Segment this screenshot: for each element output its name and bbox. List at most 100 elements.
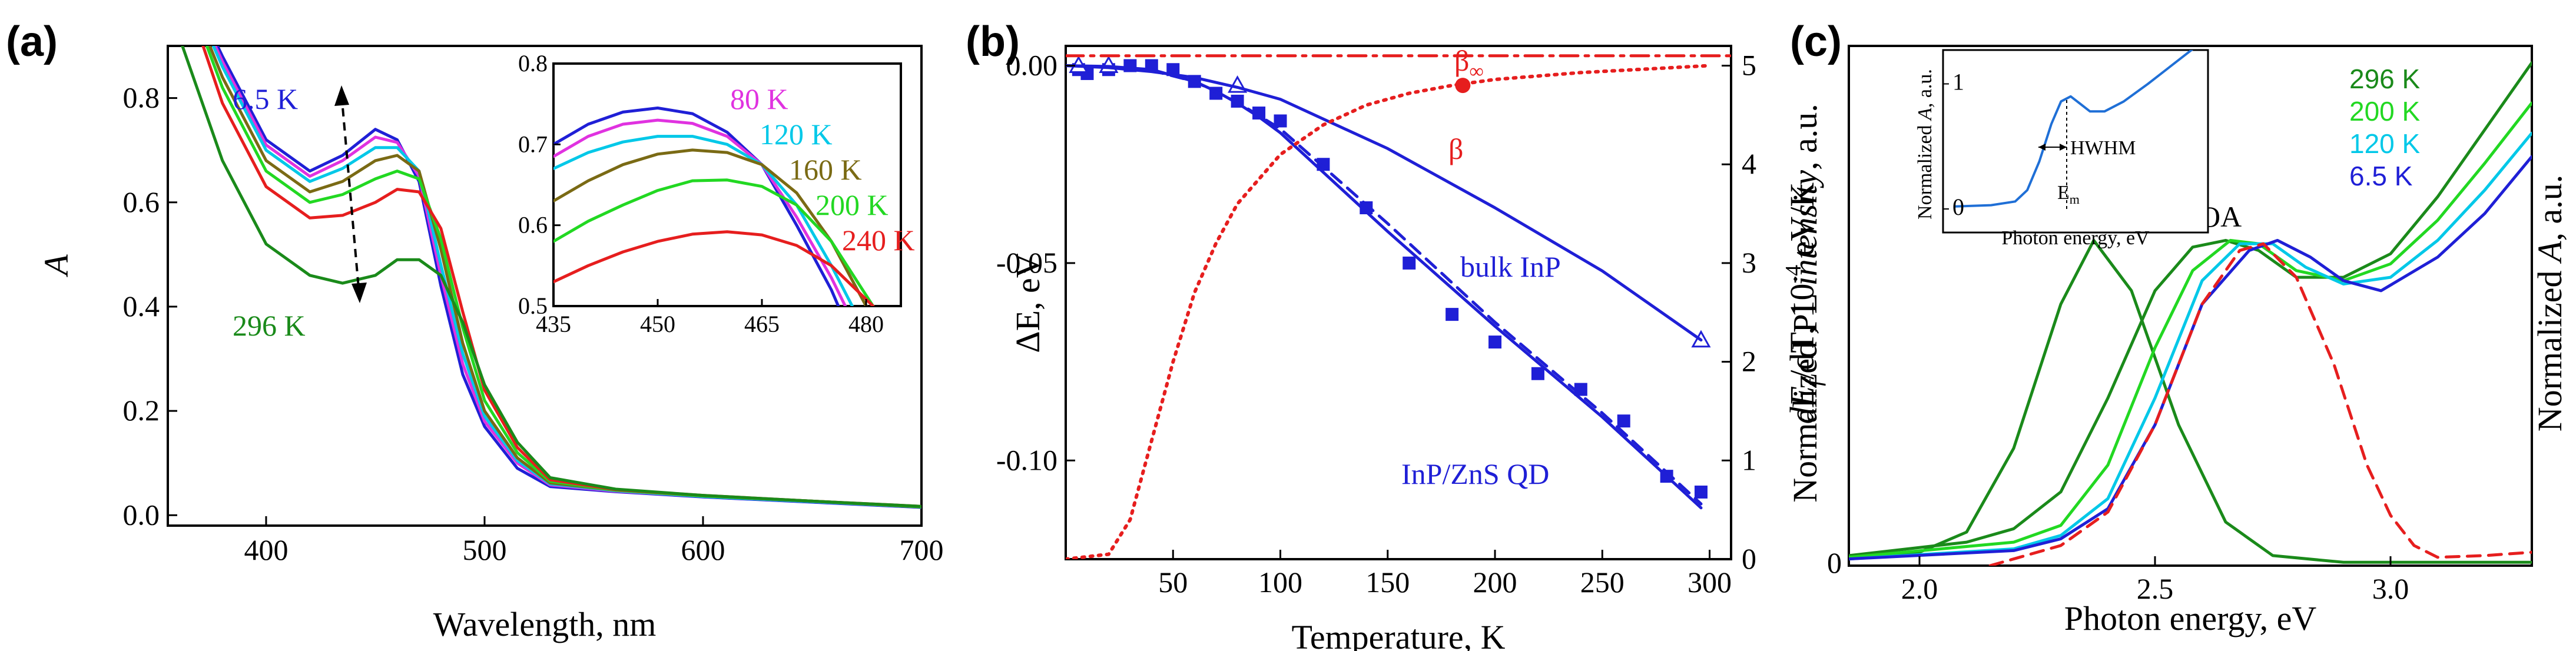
- panel-c-frame: [1848, 45, 2533, 567]
- panel-a-inset-legend-120-k: 120 K: [760, 118, 833, 151]
- panel-c-inset-series: [1954, 50, 2194, 208]
- panel-c-xtick-label: 2.5: [2137, 572, 2174, 605]
- panel-b-annot-beta-inf-sub: ∞: [1469, 61, 1483, 82]
- panel-b-ylabel-left: ΔE, eV: [1009, 253, 1047, 353]
- panel-b-series: [1066, 54, 1731, 559]
- panel-c-inset-em-sub: m: [2070, 192, 2080, 207]
- panel-c-inset-line-spectrum: [1954, 50, 2194, 208]
- panel-c-ylabel-right-part-b: A: [2531, 241, 2569, 264]
- panel-b-ylabel-right-part-d: -4: [1781, 265, 1806, 284]
- panel-b-qd-fit-line: [1066, 64, 1703, 510]
- panel-a-frame: [167, 45, 923, 527]
- panel-a-inset-legend-200-k: 200 K: [815, 188, 888, 221]
- panel-a-inset-xtick-label: 480: [848, 311, 884, 337]
- panel-b-ytick-right-label: 2: [1742, 345, 1756, 378]
- panel-a-annot-296k: 296 K: [233, 309, 306, 342]
- panel-c-xlabel: Photon energy, eV: [2064, 599, 2317, 637]
- panel-b-xtick-label: 300: [1688, 566, 1732, 599]
- panel-a-inset-ytick-label: 0.7: [518, 131, 548, 157]
- panel-c-inset-ticks: 01: [1943, 69, 1964, 220]
- panel-b-xtick-label: 50: [1158, 566, 1188, 599]
- panel-a-inset-xtick-label: 450: [640, 311, 675, 337]
- panel-b-ticks: 50 100 150 200 250 300 0.00 -0.05 -0.10 0 1 2 3 4 5: [996, 49, 1756, 599]
- panel-a: (a) 400 500 600 700 0.0 0.2 0.4 0.6 0.8 Waveleng…: [6, 18, 944, 643]
- panel-a-inset-line-160-k: [553, 148, 868, 306]
- panel-a-inset-ytick-label: 0.8: [518, 50, 548, 77]
- panel-b-inp-zns-qd-point: [1446, 308, 1459, 321]
- panel-b-ytick-right-label: 5: [1742, 49, 1756, 82]
- panel-b-ylabel-right-part-a: dE: [1783, 386, 1821, 424]
- panel-c-legend-296-k: 296 K: [2349, 64, 2421, 94]
- panel-c-inset-hwhm: HWHM: [2070, 137, 2136, 159]
- panel-a-inset-line-240-k: [553, 230, 875, 306]
- panel-c-ylabel-left: Normalized PL intensity, a.u.: [1786, 104, 1824, 503]
- panel-b-bulk-inp-fit-line: [1066, 64, 1703, 342]
- panel-b-ylabel-right-part-c: /dT, 10: [1783, 283, 1821, 379]
- panel-b-frame: [1065, 45, 1732, 560]
- panel-b-ytick-left-label: -0.10: [996, 443, 1057, 476]
- panel-b-annot-beta: β: [1448, 132, 1463, 165]
- panel-b-ytick-right-label: 3: [1742, 246, 1756, 279]
- panel-a-ylabel: A: [37, 254, 75, 278]
- panel-c-ylabel-right: Normalized A, a.u.: [2531, 175, 2569, 431]
- panel-a-xtick-label: 500: [462, 533, 506, 566]
- panel-b-inp-zns-qd-point: [1274, 114, 1287, 128]
- panel-c-legend-120-k: 120 K: [2349, 128, 2421, 159]
- panel-b-xlabel: Temperature, K: [1291, 618, 1505, 651]
- panel-b-xtick-label: 250: [1580, 566, 1624, 599]
- panel-c-inset-ytick-label: 0: [1952, 194, 1964, 220]
- panel-c-label: (c): [1790, 18, 1842, 65]
- panel-a-inset-line-6.5-k: [553, 107, 840, 306]
- panel-b-annot-beta-inf: β∞: [1454, 44, 1484, 82]
- panel-b-ylabel-right-part-e: eV/K: [1783, 182, 1821, 265]
- panel-b-inp-zns-qd-point: [1360, 201, 1373, 215]
- panel-b-xtick-label: 200: [1473, 566, 1517, 599]
- panel-c-line-oa-200-k: [1849, 101, 2532, 559]
- panel-b-ytick-right-label: 0: [1742, 542, 1756, 575]
- panel-c-ylabel-right-part-a: Normalized: [2531, 262, 2569, 431]
- panel-c-inset-em-base: E: [2057, 182, 2070, 204]
- panel-a-label: (a): [6, 18, 58, 65]
- panel-a-inset-series: [553, 107, 875, 306]
- panel-b-annot-qd: InP/ZnS QD: [1401, 457, 1549, 490]
- panel-b-xtick-label: 150: [1365, 566, 1410, 599]
- panel-a-xlabel: Wavelength, nm: [433, 605, 657, 643]
- panel-b--marker-point: [1455, 78, 1471, 94]
- panel-c-inset-ylabel: Normalized A, a.u.: [1914, 69, 1936, 220]
- panel-a-inset-ytick-label: 0.5: [518, 293, 548, 319]
- panel-c-ytick-label: 0: [1827, 546, 1842, 579]
- panel-b-inp-zns-qd-point: [1531, 367, 1544, 380]
- panel-a-ytick-label: 0.0: [123, 498, 160, 531]
- panel-a-inset-xtick-label: 465: [744, 311, 780, 337]
- panel-a-inset-xtick-label: 435: [536, 311, 571, 337]
- panel-b-ytick-left-label: -0.05: [996, 246, 1057, 279]
- panel-c-inset-ylabel-part-c: , a.u.: [1914, 69, 1936, 108]
- panel-c-ylabel-left-part-a: Normalized PL: [1786, 285, 1824, 502]
- panel-b-ytick-left-label: 0.00: [1006, 49, 1058, 82]
- panel-b-label: (b): [966, 18, 1020, 65]
- panel-c: (c) 2.0 2.5 3.0 0 Photon energy, eV Normali…: [1786, 18, 2569, 637]
- panel-c-line-pl-296-k: [1849, 238, 2532, 564]
- panel-b: (b) 50 100 150 200 250 300 0.00 -0.05 -0.10 0 1 2 3 4…: [966, 18, 1826, 651]
- panel-c-ylabel-left-part-b: intensity: [1786, 170, 1824, 286]
- panel-a-ytick-label: 0.2: [123, 394, 160, 427]
- panel-c-inset-hwhm-marker: [2038, 100, 2067, 209]
- panel-c-inset: 01 Normalized A, a.u. Photon energy, eV …: [1914, 49, 2209, 249]
- panel-c-line-fit: [1988, 242, 2532, 566]
- panel-c-xtick-label: 3.0: [2372, 572, 2409, 605]
- panel-b-ytick-right-label: 1: [1742, 443, 1756, 476]
- panel-a-inset-legend-160-k: 160 K: [789, 153, 862, 186]
- panel-a-line-296-k: [181, 46, 921, 508]
- panel-b-ylabel-right: dEf/dT, 10-4 eV/K: [1781, 182, 1826, 424]
- panel-a-inset-line-120-k: [553, 135, 854, 306]
- panel-a-temperature-arrow: [334, 85, 367, 303]
- panel-c-series: [1849, 61, 2532, 566]
- panel-c-line-oa-120-k: [1849, 131, 2532, 561]
- panel-b-inp-zns-qd-point: [1694, 485, 1708, 499]
- panel-c-legend-200-k: 200 K: [2349, 96, 2421, 127]
- panel-c-inset-xlabel: Photon energy, eV: [2001, 227, 2150, 249]
- panel-a-annot-6.5k: 6.5 K: [233, 82, 298, 115]
- panel-c-inset-em: Em: [2057, 182, 2080, 207]
